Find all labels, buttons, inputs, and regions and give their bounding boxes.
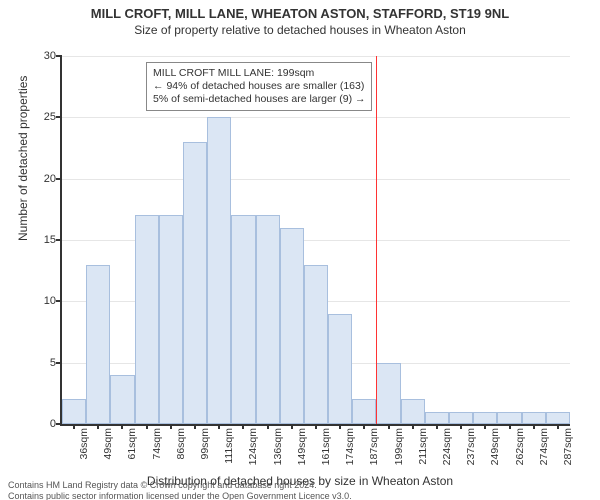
x-tick-label: 174sqm bbox=[344, 428, 356, 465]
histogram-bar bbox=[522, 412, 546, 424]
x-tick-label: 237sqm bbox=[465, 428, 477, 465]
histogram-bar bbox=[304, 265, 328, 424]
x-tick-label: 249sqm bbox=[489, 428, 501, 465]
annotation-line-1: MILL CROFT MILL LANE: 199sqm bbox=[153, 67, 365, 80]
x-tick-label: 61sqm bbox=[126, 428, 138, 460]
annotation-line-2: ← 94% of detached houses are smaller (16… bbox=[153, 80, 365, 93]
chart-subtitle: Size of property relative to detached ho… bbox=[0, 23, 600, 37]
x-tick-label: 161sqm bbox=[320, 428, 332, 465]
x-tick-mark bbox=[194, 424, 196, 429]
x-tick-mark bbox=[557, 424, 559, 429]
histogram-bar bbox=[86, 265, 110, 424]
y-tick-label: 10 bbox=[44, 295, 62, 307]
histogram-bar bbox=[62, 399, 86, 424]
histogram-bar bbox=[497, 412, 521, 424]
x-tick-label: 111sqm bbox=[223, 428, 235, 464]
x-tick-mark bbox=[73, 424, 75, 429]
histogram-bar bbox=[183, 142, 207, 424]
histogram-bar bbox=[110, 375, 134, 424]
histogram-bar bbox=[231, 215, 255, 424]
chart-container: MILL CROFT, MILL LANE, WHEATON ASTON, ST… bbox=[0, 6, 600, 500]
histogram-bar bbox=[401, 399, 425, 424]
histogram-bar bbox=[376, 363, 400, 424]
y-tick-label: 25 bbox=[44, 111, 62, 123]
x-tick-mark bbox=[315, 424, 317, 429]
x-tick-label: 136sqm bbox=[272, 428, 284, 465]
histogram-bar bbox=[280, 228, 304, 424]
x-tick-mark bbox=[533, 424, 535, 429]
x-tick-label: 211sqm bbox=[417, 428, 429, 465]
y-tick-label: 0 bbox=[50, 418, 62, 430]
x-tick-label: 124sqm bbox=[247, 428, 259, 465]
marker-line bbox=[376, 56, 377, 424]
histogram-bar bbox=[546, 412, 570, 424]
y-tick-label: 5 bbox=[50, 357, 62, 369]
histogram-bar bbox=[352, 399, 376, 424]
x-tick-mark bbox=[388, 424, 390, 429]
grid-line bbox=[62, 56, 570, 57]
x-tick-label: 86sqm bbox=[175, 428, 187, 460]
chart-title: MILL CROFT, MILL LANE, WHEATON ASTON, ST… bbox=[0, 6, 600, 21]
grid-line bbox=[62, 117, 570, 118]
histogram-bar bbox=[473, 412, 497, 424]
x-tick-label: 287sqm bbox=[562, 428, 574, 465]
y-axis-label: Number of detached properties bbox=[16, 76, 30, 241]
annotation-box: MILL CROFT MILL LANE: 199sqm← 94% of det… bbox=[146, 62, 372, 111]
histogram-bar bbox=[449, 412, 473, 424]
annotation-line-3: 5% of semi-detached houses are larger (9… bbox=[153, 93, 365, 106]
grid-line bbox=[62, 179, 570, 180]
x-tick-mark bbox=[460, 424, 462, 429]
x-tick-label: 74sqm bbox=[151, 428, 163, 460]
x-tick-label: 36sqm bbox=[78, 428, 90, 460]
x-tick-mark bbox=[509, 424, 511, 429]
x-tick-mark bbox=[170, 424, 172, 429]
histogram-bar bbox=[256, 215, 280, 424]
footer-line-1: Contains HM Land Registry data © Crown c… bbox=[8, 480, 592, 491]
y-tick-label: 15 bbox=[44, 234, 62, 246]
x-tick-mark bbox=[242, 424, 244, 429]
histogram-bar bbox=[159, 215, 183, 424]
histogram-bar bbox=[135, 215, 159, 424]
x-tick-label: 99sqm bbox=[199, 428, 211, 460]
x-tick-mark bbox=[267, 424, 269, 429]
x-tick-label: 262sqm bbox=[514, 428, 526, 465]
y-tick-label: 20 bbox=[44, 173, 62, 185]
x-tick-label: 274sqm bbox=[538, 428, 550, 465]
x-tick-mark bbox=[412, 424, 414, 429]
footer-line-2: Contains public sector information licen… bbox=[8, 491, 592, 500]
x-tick-label: 187sqm bbox=[368, 428, 380, 465]
x-tick-label: 199sqm bbox=[393, 428, 405, 465]
plot-area: 05101520253036sqm49sqm61sqm74sqm86sqm99s… bbox=[60, 56, 570, 426]
x-tick-mark bbox=[146, 424, 148, 429]
x-tick-mark bbox=[218, 424, 220, 429]
x-tick-label: 224sqm bbox=[441, 428, 453, 465]
x-tick-mark bbox=[97, 424, 99, 429]
histogram-bar bbox=[328, 314, 352, 424]
x-tick-mark bbox=[436, 424, 438, 429]
x-tick-label: 149sqm bbox=[296, 428, 308, 465]
x-tick-mark bbox=[291, 424, 293, 429]
histogram-bar bbox=[425, 412, 449, 424]
y-tick-label: 30 bbox=[44, 50, 62, 62]
x-tick-mark bbox=[363, 424, 365, 429]
footer: Contains HM Land Registry data © Crown c… bbox=[8, 480, 592, 500]
x-tick-label: 49sqm bbox=[102, 428, 114, 460]
x-tick-mark bbox=[121, 424, 123, 429]
x-tick-mark bbox=[484, 424, 486, 429]
x-tick-mark bbox=[339, 424, 341, 429]
histogram-bar bbox=[207, 117, 231, 424]
